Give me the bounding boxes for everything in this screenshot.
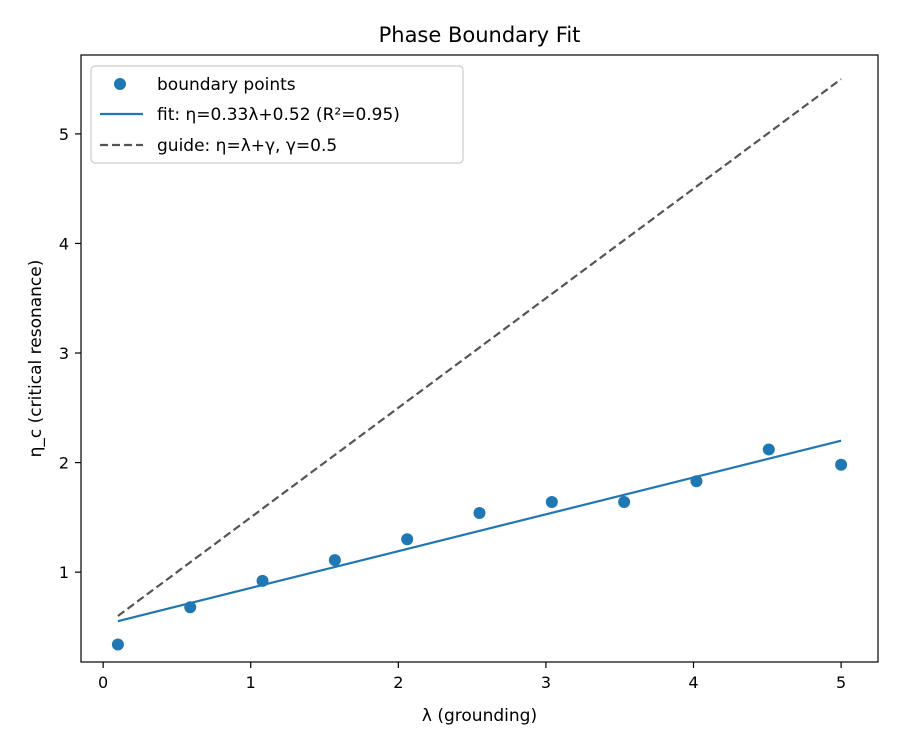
y-tick-label: 2 (59, 454, 69, 473)
boundary-point (256, 574, 269, 587)
boundary-point (545, 496, 558, 509)
boundary-point (328, 554, 341, 567)
y-tick-label: 3 (59, 344, 69, 363)
y-tick-label: 4 (59, 234, 69, 253)
legend-marker-boundary-points (114, 78, 126, 90)
legend-box (90, 65, 464, 164)
legend-label-fit-line: fit: η=0.33λ+0.52 (R²=0.95) (157, 105, 400, 125)
x-tick-label: 1 (246, 673, 256, 692)
x-tick-label: 5 (836, 673, 846, 692)
boundary-point (835, 458, 848, 471)
legend: boundary points fit: η=0.33λ+0.52 (R²=0.… (90, 65, 464, 164)
axis-ticks: 0 1 2 3 4 5 1 2 3 4 5 (59, 125, 846, 692)
boundary-point (473, 506, 486, 519)
boundary-point (618, 496, 631, 509)
guide-line (117, 78, 842, 617)
x-tick-label: 3 (541, 673, 551, 692)
x-tick-label: 0 (98, 673, 108, 692)
y-axis-label: η_c (critical resonance) (26, 260, 46, 458)
legend-label-guide-line: guide: η=λ+γ, γ=0.5 (157, 136, 337, 156)
boundary-point (184, 601, 197, 614)
boundary-point (111, 638, 124, 651)
x-axis-label: λ (grounding) (422, 706, 537, 726)
chart-title: Phase Boundary Fit (379, 23, 581, 47)
x-tick-label: 2 (393, 673, 403, 692)
data-layer (111, 78, 848, 651)
fit-line (117, 439, 842, 623)
y-tick-label: 1 (59, 563, 69, 582)
y-tick-label: 5 (59, 125, 69, 144)
boundary-point (690, 475, 703, 488)
x-tick-label: 4 (688, 673, 698, 692)
legend-label-boundary-points: boundary points (157, 75, 296, 95)
boundary-point (762, 443, 775, 456)
plot-frame (80, 54, 879, 663)
boundary-point (401, 533, 414, 546)
